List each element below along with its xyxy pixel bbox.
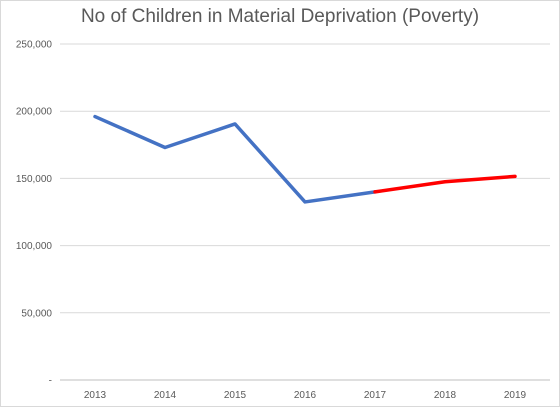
x-tick-label: 2018 bbox=[434, 390, 457, 401]
y-tick-label: 50,000 bbox=[21, 308, 52, 319]
x-tick-label: 2019 bbox=[504, 390, 527, 401]
x-tick-label: 2016 bbox=[294, 390, 317, 401]
y-tick-label: 250,000 bbox=[16, 40, 53, 51]
x-tick-label: 2017 bbox=[364, 390, 387, 401]
series-line-1 bbox=[93, 114, 377, 204]
x-tick-label: 2014 bbox=[154, 390, 177, 401]
y-tick-label: 100,000 bbox=[16, 241, 53, 252]
series-line-2 bbox=[373, 174, 517, 194]
y-tick-label: 200,000 bbox=[16, 107, 53, 118]
chart-title: No of Children in Material Deprivation (… bbox=[80, 6, 480, 27]
x-tick-label: 2013 bbox=[84, 390, 107, 401]
x-tick-label: 2015 bbox=[224, 390, 247, 401]
y-tick-label: - bbox=[49, 376, 52, 387]
y-tick-label: 150,000 bbox=[16, 174, 53, 185]
